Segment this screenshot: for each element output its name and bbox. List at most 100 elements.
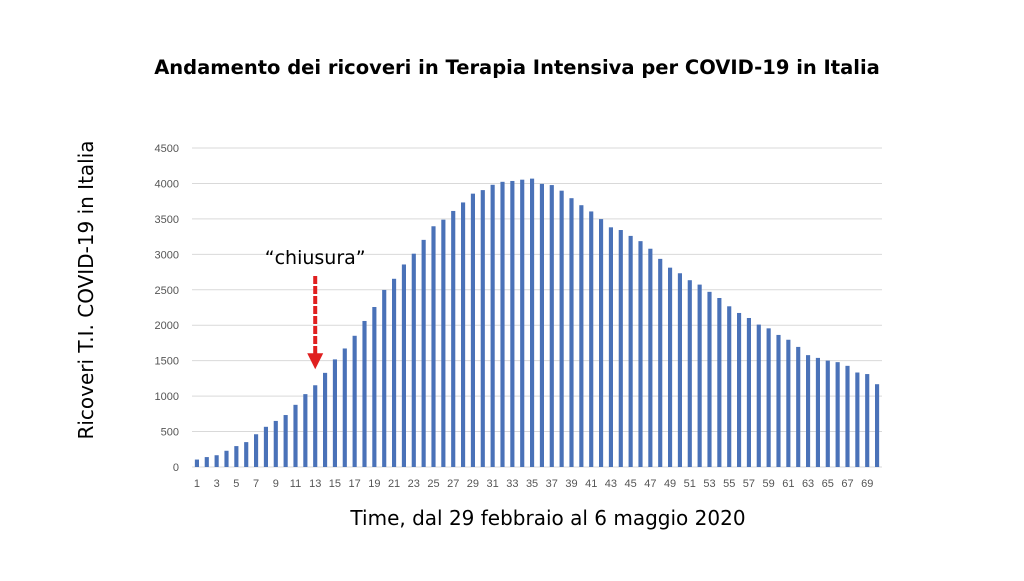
bar [608,227,613,467]
x-tick-label: 17 [349,478,361,490]
bar [323,372,328,467]
y-tick-label: 500 [161,427,179,439]
bar [786,339,791,467]
bar [520,179,525,468]
bar [737,312,742,467]
bar [599,219,604,467]
bar [214,455,219,467]
x-tick-label: 13 [309,478,321,490]
y-tick-label: 4000 [155,178,179,190]
bar [668,267,673,467]
bar [461,202,466,467]
bar [865,374,870,467]
y-tick-label: 4500 [155,143,179,155]
x-tick-label: 45 [625,478,637,490]
bar [224,450,229,467]
bar [806,355,811,467]
bar [194,459,199,467]
x-tick-label: 1 [194,478,200,490]
x-tick-label: 31 [487,478,499,490]
bar [845,365,850,467]
bar [589,211,594,467]
bar [283,415,288,467]
x-tick-label: 33 [506,478,518,490]
bar [490,184,495,468]
bar [825,360,830,467]
bar [746,317,751,467]
x-tick-label: 11 [290,478,301,490]
bar [618,230,623,467]
x-tick-label: 55 [723,478,735,490]
bar [254,434,259,467]
bar [835,362,840,467]
bar [687,280,692,467]
bar [263,426,268,467]
x-tick-label: 35 [526,478,538,490]
bar [697,284,702,467]
bar [431,226,436,467]
x-tick-label: 3 [214,478,220,490]
annotation: “chiusura” [265,247,366,370]
x-tick-label: 37 [546,478,558,490]
x-tick-label: 65 [822,478,834,490]
y-tick-labels: 0 500 1000 1500 2000 2500 3000 3500 4000 4500 [155,143,179,474]
x-tick-label: 7 [253,478,259,490]
bar [303,394,308,467]
y-tick-label: 3000 [155,249,179,261]
bar [392,278,397,467]
bar [411,253,416,467]
bar [234,446,239,467]
bar [470,193,475,467]
bar [549,185,554,467]
bar [569,198,574,467]
bar [579,205,584,467]
bar [480,190,485,467]
x-tick-label: 53 [703,478,715,490]
x-tick-label: 19 [368,478,380,490]
x-tick-label: 51 [684,478,696,490]
bar [342,348,347,467]
bar [796,346,801,467]
y-tick-label: 2000 [155,320,179,332]
bar [658,258,663,467]
y-tick-label: 1000 [155,391,179,403]
x-tick-label: 9 [273,478,279,490]
bar [382,289,387,467]
y-tick-label: 1500 [155,356,179,368]
bar [401,264,406,467]
bar [677,273,682,467]
x-tick-label: 27 [447,478,459,490]
x-tick-label: 21 [388,478,400,490]
x-axis-label: Time, dal 29 febbraio al 6 maggio 2020 [350,506,746,530]
y-tick-label: 0 [173,462,179,474]
x-tick-label: 41 [585,478,597,490]
x-tick-label: 39 [565,478,577,490]
bar [441,219,446,467]
bar [352,335,357,467]
x-tick-label: 63 [802,478,814,490]
y-tick-label: 2500 [155,285,179,297]
bar [273,420,278,467]
bar [638,241,643,467]
bar [717,298,722,467]
x-tick-label: 61 [782,478,794,490]
bar [244,442,249,467]
bar [313,385,318,467]
x-tick-labels: 1 3 5 7 9 11 13 15 17 19 21 23 25 27 29 31 33 35 37 39 41 43 4… [194,478,873,490]
annotation-label: “chiusura” [265,247,366,269]
x-tick-label: 43 [605,478,617,490]
bar [815,357,820,467]
x-tick-label: 29 [467,478,479,490]
bar [510,180,515,468]
x-tick-label: 67 [841,478,853,490]
y-tick-label: 3500 [155,214,179,226]
bar [875,384,880,467]
x-tick-label: 25 [427,478,439,490]
bar [372,307,377,467]
bar [421,239,426,467]
bar [756,324,761,467]
x-tick-label: 15 [329,478,341,490]
bar [776,334,781,467]
x-tick-label: 49 [664,478,676,490]
